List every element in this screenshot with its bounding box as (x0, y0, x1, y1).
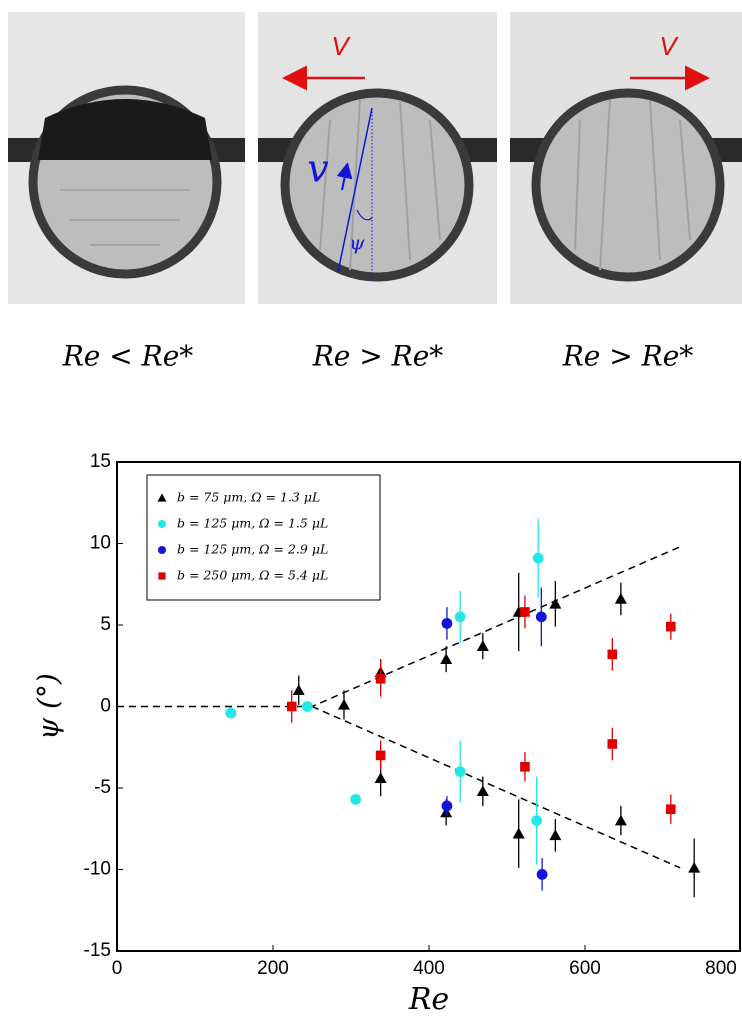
y-tick-label: -10 (84, 859, 111, 880)
data-point (531, 815, 543, 826)
data-point (454, 611, 466, 623)
local-velocity-label: v (307, 147, 329, 191)
data-point (520, 762, 530, 772)
legend-marker (157, 519, 167, 529)
photo-panel (8, 12, 245, 304)
data-point (440, 806, 453, 818)
data-point (549, 829, 562, 841)
fit-line (311, 705, 681, 869)
angle-label: ψ (349, 231, 365, 255)
data-point (532, 552, 544, 564)
legend-label: b = 250 μm, Ω = 5.4 μL (177, 568, 328, 583)
legend-marker (157, 493, 167, 502)
legend-marker (158, 572, 166, 580)
y-tick-label: 10 (90, 533, 111, 554)
legend-label: b = 125 μm, Ω = 1.5 μL (177, 516, 328, 531)
x-tick-label: 600 (569, 958, 601, 979)
data-point (374, 772, 387, 784)
data-point (476, 640, 489, 651)
velocity-arrow-label: V (331, 31, 351, 61)
legend-box (146, 474, 381, 601)
data-point (512, 827, 525, 839)
data-point (454, 766, 466, 778)
x-axis-label: Re (408, 982, 449, 1017)
y-tick-label: -5 (94, 777, 111, 798)
photo-panel: V v ψ (258, 12, 497, 304)
x-tick-label: 800 (705, 958, 737, 979)
data-point (301, 701, 313, 712)
velocity-arrow-label: V (659, 31, 679, 61)
data-point (666, 804, 676, 814)
x-tick-label: 0 (112, 958, 123, 979)
data-point (286, 701, 297, 712)
data-point (520, 607, 530, 617)
data-point (549, 597, 562, 609)
data-point (292, 684, 305, 695)
data-point (614, 592, 627, 604)
data-point (441, 800, 453, 812)
data-point (225, 707, 237, 719)
data-point (476, 785, 489, 797)
data-point (614, 814, 627, 826)
y-tick-label: 15 (90, 451, 111, 472)
panel-caption: Re > Re* (562, 340, 694, 373)
y-tick-label: -15 (84, 940, 111, 961)
x-tick-label: 400 (413, 958, 445, 979)
data-point (440, 653, 453, 665)
y-tick-label: 5 (100, 614, 111, 635)
data-point (535, 611, 547, 623)
data-point (375, 673, 386, 684)
x-tick-label: 200 (257, 958, 289, 979)
data-point (337, 698, 350, 710)
data-point (375, 750, 386, 761)
legend-label: b = 125 μm, Ω = 2.9 μL (177, 542, 328, 557)
legend-label: b = 75 μm, Ω = 1.3 μL (177, 490, 320, 505)
y-tick-label: 0 (100, 696, 111, 717)
panel-caption: Re > Re* (312, 340, 444, 373)
data-point (441, 617, 453, 629)
data-point (607, 649, 618, 660)
data-point (666, 621, 676, 632)
data-point (688, 861, 701, 873)
panel-caption: Re < Re* (62, 340, 194, 373)
data-point (350, 794, 362, 805)
chart: 0 200 400 600 800 -15 -10 -5 0 5 10 15 Re ψ (°) b = 75… (32, 451, 741, 1017)
legend-marker (157, 545, 167, 555)
data-point (536, 868, 548, 880)
data-point (607, 739, 618, 749)
y-axis-label: ψ (°) (32, 673, 65, 740)
photo-panel: V (510, 12, 742, 304)
